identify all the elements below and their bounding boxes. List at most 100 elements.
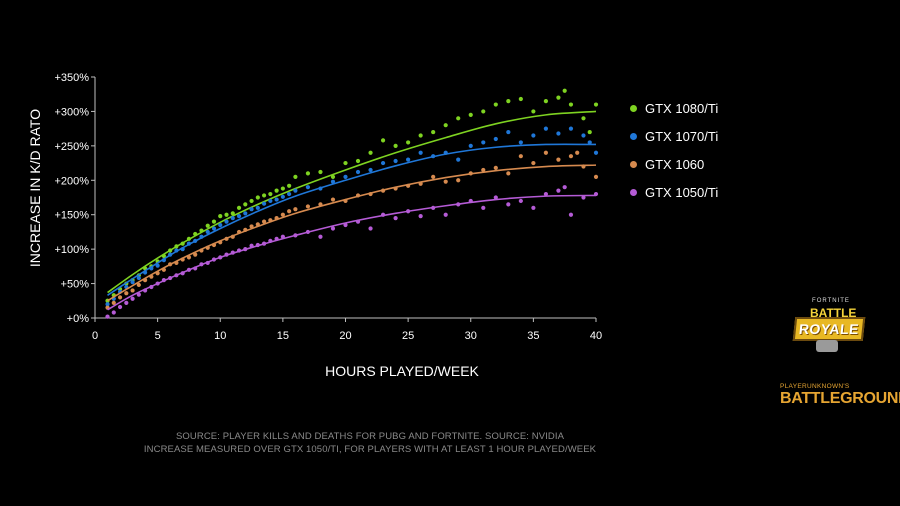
y-tick-label: +0% — [67, 313, 90, 325]
data-point — [581, 195, 586, 200]
data-point — [180, 257, 185, 262]
data-point — [393, 186, 398, 191]
data-point — [593, 191, 599, 197]
x-tick-label: 40 — [590, 330, 602, 342]
chart-legend: GTX 1080/Ti GTX 1070/Ti GTX 1060 GTX 1050/T… — [630, 94, 718, 206]
data-point — [330, 197, 336, 202]
data-point — [199, 234, 204, 239]
data-point — [587, 140, 592, 145]
legend-label: GTX 1070/Ti — [645, 128, 719, 144]
legend-marker-icon — [630, 188, 637, 196]
x-tick-label: 35 — [527, 330, 539, 342]
legend-label: GTX 1060 — [645, 156, 705, 172]
data-point — [143, 278, 148, 283]
data-point — [243, 202, 248, 207]
legend-item: GTX 1080/Ti — [630, 94, 718, 122]
data-point — [274, 216, 279, 221]
data-point — [506, 129, 511, 135]
data-point — [287, 209, 292, 214]
data-point — [368, 167, 373, 173]
data-point — [287, 183, 292, 188]
data-point — [518, 96, 523, 102]
data-point — [230, 211, 235, 216]
data-point — [186, 236, 192, 241]
data-point — [468, 171, 473, 176]
data-point — [261, 201, 267, 206]
data-point — [380, 212, 386, 217]
data-point — [261, 241, 267, 246]
data-point — [575, 150, 580, 155]
data-point — [343, 174, 348, 179]
data-point — [274, 188, 279, 193]
data-point — [236, 205, 242, 210]
series-1 — [105, 126, 599, 307]
data-point — [205, 223, 210, 228]
data-point — [305, 229, 311, 235]
data-point — [330, 179, 336, 184]
data-point — [568, 102, 574, 107]
data-point — [168, 252, 173, 257]
data-point — [255, 205, 260, 210]
data-point — [305, 185, 311, 190]
data-point — [443, 123, 448, 128]
data-point — [343, 198, 348, 204]
data-point — [136, 275, 141, 281]
data-point — [456, 116, 461, 121]
data-point — [268, 238, 273, 243]
data-point — [199, 228, 204, 233]
data-point — [105, 302, 110, 307]
trend-line — [107, 194, 597, 311]
source-line-1: SOURCE: PLAYER KILLS AND DEATHS FOR PUBG… — [175, 431, 565, 442]
data-point — [255, 195, 260, 200]
data-point — [568, 126, 574, 131]
data-point — [581, 164, 586, 169]
data-point — [124, 291, 129, 296]
data-point — [581, 116, 586, 121]
data-point — [261, 219, 267, 224]
legend-label: GTX 1080/Ti — [645, 100, 719, 116]
pubg-small-text: PLAYERUNKNOWN'S — [780, 383, 850, 390]
trend-line — [107, 143, 597, 296]
data-point — [236, 213, 242, 219]
data-point — [431, 174, 436, 179]
data-point — [380, 188, 386, 193]
data-point — [543, 150, 549, 155]
x-tick-label: 15 — [277, 330, 289, 342]
data-point — [493, 102, 498, 107]
data-point — [593, 174, 599, 179]
y-tick-label: +150% — [54, 210, 89, 222]
y-tick-label: +200% — [54, 175, 89, 187]
data-point — [556, 188, 561, 193]
data-point — [368, 150, 373, 155]
data-point — [111, 300, 116, 305]
data-point — [193, 252, 198, 257]
data-point — [161, 258, 166, 263]
data-point — [180, 247, 185, 252]
data-point — [168, 275, 173, 281]
data-point — [149, 266, 154, 271]
data-point — [136, 292, 141, 297]
data-point — [355, 169, 361, 175]
data-point — [531, 160, 536, 166]
data-point — [249, 243, 254, 248]
x-tick-label: 10 — [214, 330, 226, 342]
data-point — [443, 212, 448, 217]
data-point — [518, 154, 523, 159]
fortnite-wordmark: FORTNITE — [812, 298, 850, 304]
data-point — [587, 129, 592, 135]
data-point — [518, 140, 523, 145]
legend-marker-icon — [630, 160, 637, 168]
data-point — [130, 280, 135, 285]
series-3 — [105, 185, 599, 319]
data-point — [518, 198, 523, 204]
data-point — [418, 213, 423, 219]
data-point — [343, 222, 348, 228]
data-point — [224, 236, 229, 241]
data-point — [136, 282, 141, 288]
x-axis-label: HOURS PLAYED/WEEK — [325, 363, 479, 379]
data-point — [531, 109, 536, 114]
data-point — [155, 263, 160, 268]
x-tick-label: 30 — [465, 330, 477, 342]
data-point — [330, 226, 336, 231]
